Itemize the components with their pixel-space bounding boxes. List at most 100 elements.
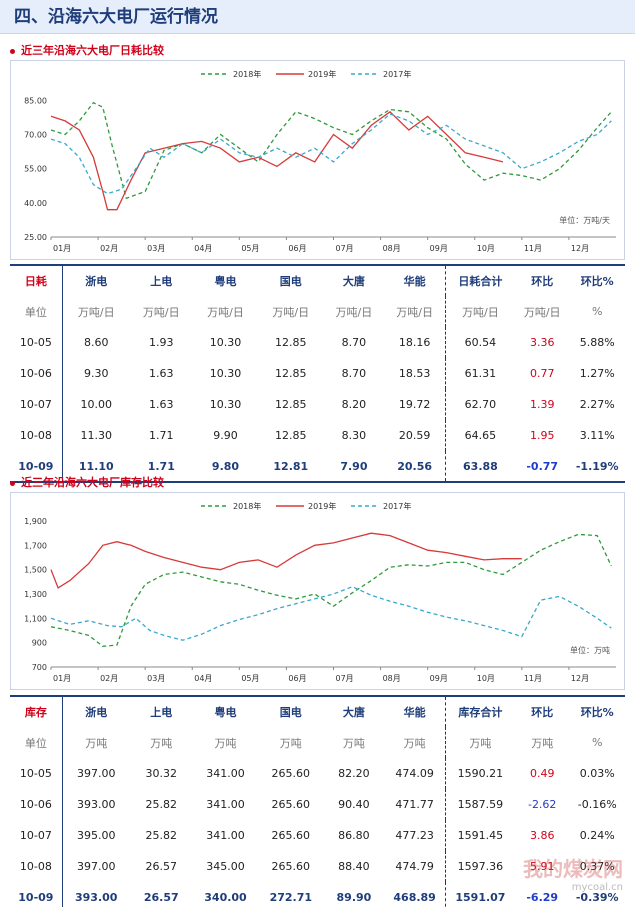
unit-cell: 万吨/日 — [207, 305, 244, 319]
table-cell: 90.40 — [338, 798, 370, 811]
section-title-inventory: 近三年沿海六大电厂库存比较 — [10, 474, 164, 490]
table-cell: 0.49 — [529, 767, 555, 780]
table-cell: 395.00 — [61, 820, 130, 851]
table-row: 10-08 397.00 26.57 345.00 265.60 88.40 474.79 1… — [10, 851, 625, 882]
table-cell: 265.60 — [271, 860, 311, 873]
table-cell: -0.16% — [577, 798, 617, 811]
table-cell: 26.57 — [129, 882, 193, 907]
table-row: 10-09 11.10 1.71 9.80 12.81 7.90 20.56 63.88 -0.… — [10, 451, 625, 483]
unit-cell: 万吨 — [61, 727, 130, 758]
column-header: 浙电 — [61, 696, 130, 727]
table-cell: 0.37% — [579, 860, 615, 873]
unit-cell: 万吨 — [279, 736, 302, 750]
unit-label: 单位：万吨 — [570, 645, 610, 655]
table-cell: 10-06 — [19, 798, 52, 811]
bullet-icon — [10, 480, 15, 486]
table-cell: 1.95 — [529, 429, 555, 442]
table-cell: 5.91 — [529, 860, 555, 873]
table-cell: 10-09 — [10, 451, 63, 483]
x-tick-label: 10月 — [477, 674, 495, 683]
table-cell: 12.85 — [275, 336, 307, 349]
table-cell: 3.86 — [529, 829, 555, 842]
table-cell: 474.79 — [395, 860, 434, 873]
table-cell: 10-05 — [19, 336, 52, 349]
column-header: 上电 — [150, 706, 173, 719]
watermark-url: mycoal.cn — [571, 882, 623, 893]
unit-cell: % — [591, 736, 603, 749]
table-cell: 272.71 — [258, 882, 324, 907]
table-cell: 471.77 — [395, 798, 434, 811]
unit-cell: 万吨 — [342, 736, 365, 750]
column-header: 华能 — [403, 275, 426, 288]
bullet-icon — [10, 48, 15, 54]
x-tick-label: 04月 — [194, 674, 212, 683]
inventory-table: 库存 浙电 上电 粤电 国电 大唐 华能 库存合计 环比 环比% 单位 万吨 万吨 万吨 万吨 万吨 万吨 万吨万… — [10, 695, 625, 907]
column-header: 大唐 — [342, 275, 365, 288]
table-corner-label: 日耗 — [24, 275, 47, 288]
table-row: 10-05 397.00 30.32 341.00 265.60 82.20 474.09 1… — [10, 758, 625, 789]
y-tick-label: 40.00 — [24, 199, 47, 208]
table-row: 10-08 11.30 1.71 9.90 12.85 8.30 20.59 64.65 1.9… — [10, 420, 625, 451]
x-tick-label: 11月 — [524, 674, 542, 683]
table-row: 10-05 8.60 1.93 10.30 12.85 8.70 18.16 60.54 3.3… — [10, 327, 625, 358]
table-cell: 25.82 — [145, 798, 178, 811]
unit-cell: 万吨 — [444, 727, 515, 758]
table-cell: 341.00 — [206, 767, 245, 780]
x-tick-label: 12月 — [571, 674, 589, 683]
unit-cell: 单位 — [24, 305, 47, 319]
table-cell: 340.00 — [192, 882, 259, 907]
y-tick-label: 1,100 — [24, 614, 47, 623]
table-cell: 1597.36 — [444, 851, 515, 882]
x-tick-label: 02月 — [100, 674, 118, 683]
table-cell: 345.00 — [206, 860, 245, 873]
section-title-consumption: 近三年沿海六大电厂日耗比较 — [10, 42, 164, 58]
unit-cell: 万吨/日 — [142, 305, 180, 319]
column-header: 日耗合计 — [444, 265, 515, 296]
x-tick-label: 02月 — [100, 244, 118, 253]
table-cell: 5.88% — [579, 336, 615, 349]
watermark: 我的煤炭网 mycoal.cn — [523, 853, 623, 893]
table-cell: 477.23 — [395, 829, 434, 842]
y-tick-label: 1,900 — [24, 517, 47, 526]
section-title-text: 近三年沿海六大电厂日耗比较 — [21, 44, 164, 57]
y-tick-label: 25.00 — [24, 233, 47, 242]
table-cell: 10-06 — [19, 367, 52, 380]
column-header: 环比 — [531, 706, 554, 719]
table-cell: 0.24% — [579, 829, 615, 842]
table-cell: 1.71 — [129, 451, 193, 483]
series-line-1 — [50, 532, 522, 589]
table-cell: -2.62 — [527, 798, 557, 811]
column-header: 国电 — [279, 275, 302, 288]
table-cell: 89.90 — [323, 882, 385, 907]
table-cell: 3.36 — [529, 336, 555, 349]
x-tick-label: 08月 — [383, 244, 401, 253]
x-tick-label: 06月 — [288, 674, 306, 683]
table-cell: 8.30 — [341, 429, 367, 442]
table-cell: 20.56 — [384, 451, 446, 483]
column-header: 库存合计 — [444, 696, 515, 727]
table-cell: 341.00 — [206, 829, 245, 842]
column-header: 大唐 — [342, 706, 365, 719]
table-cell: 19.72 — [398, 398, 431, 411]
table-cell: 11.10 — [61, 451, 130, 483]
table-cell: 265.60 — [271, 829, 311, 842]
table-cell: 0.03% — [579, 767, 615, 780]
series-line-0 — [50, 101, 612, 200]
table-cell: 60.54 — [444, 327, 515, 358]
table-cell: 9.90 — [213, 429, 238, 442]
x-tick-label: 03月 — [147, 244, 165, 253]
consumption-chart: 85.00 70.00 55.00 40.00 25.00 01月 02月 03月 04月 05月… — [10, 60, 625, 260]
column-header: 国电 — [279, 706, 302, 719]
table-cell: -6.29 — [515, 882, 570, 907]
column-header: 华能 — [403, 706, 426, 719]
table-cell: 82.20 — [338, 767, 370, 780]
column-header: 环比 — [531, 275, 554, 288]
unit-cell: 万吨 — [150, 736, 173, 750]
table-cell: 18.53 — [398, 367, 431, 380]
table-cell: 1.71 — [149, 429, 174, 442]
x-tick-label: 06月 — [288, 244, 306, 253]
column-header: 环比% — [580, 275, 614, 288]
table-cell: 1587.59 — [444, 789, 515, 820]
table-cell: 0.77 — [529, 367, 555, 380]
unit-cell: 单位 — [24, 736, 47, 750]
